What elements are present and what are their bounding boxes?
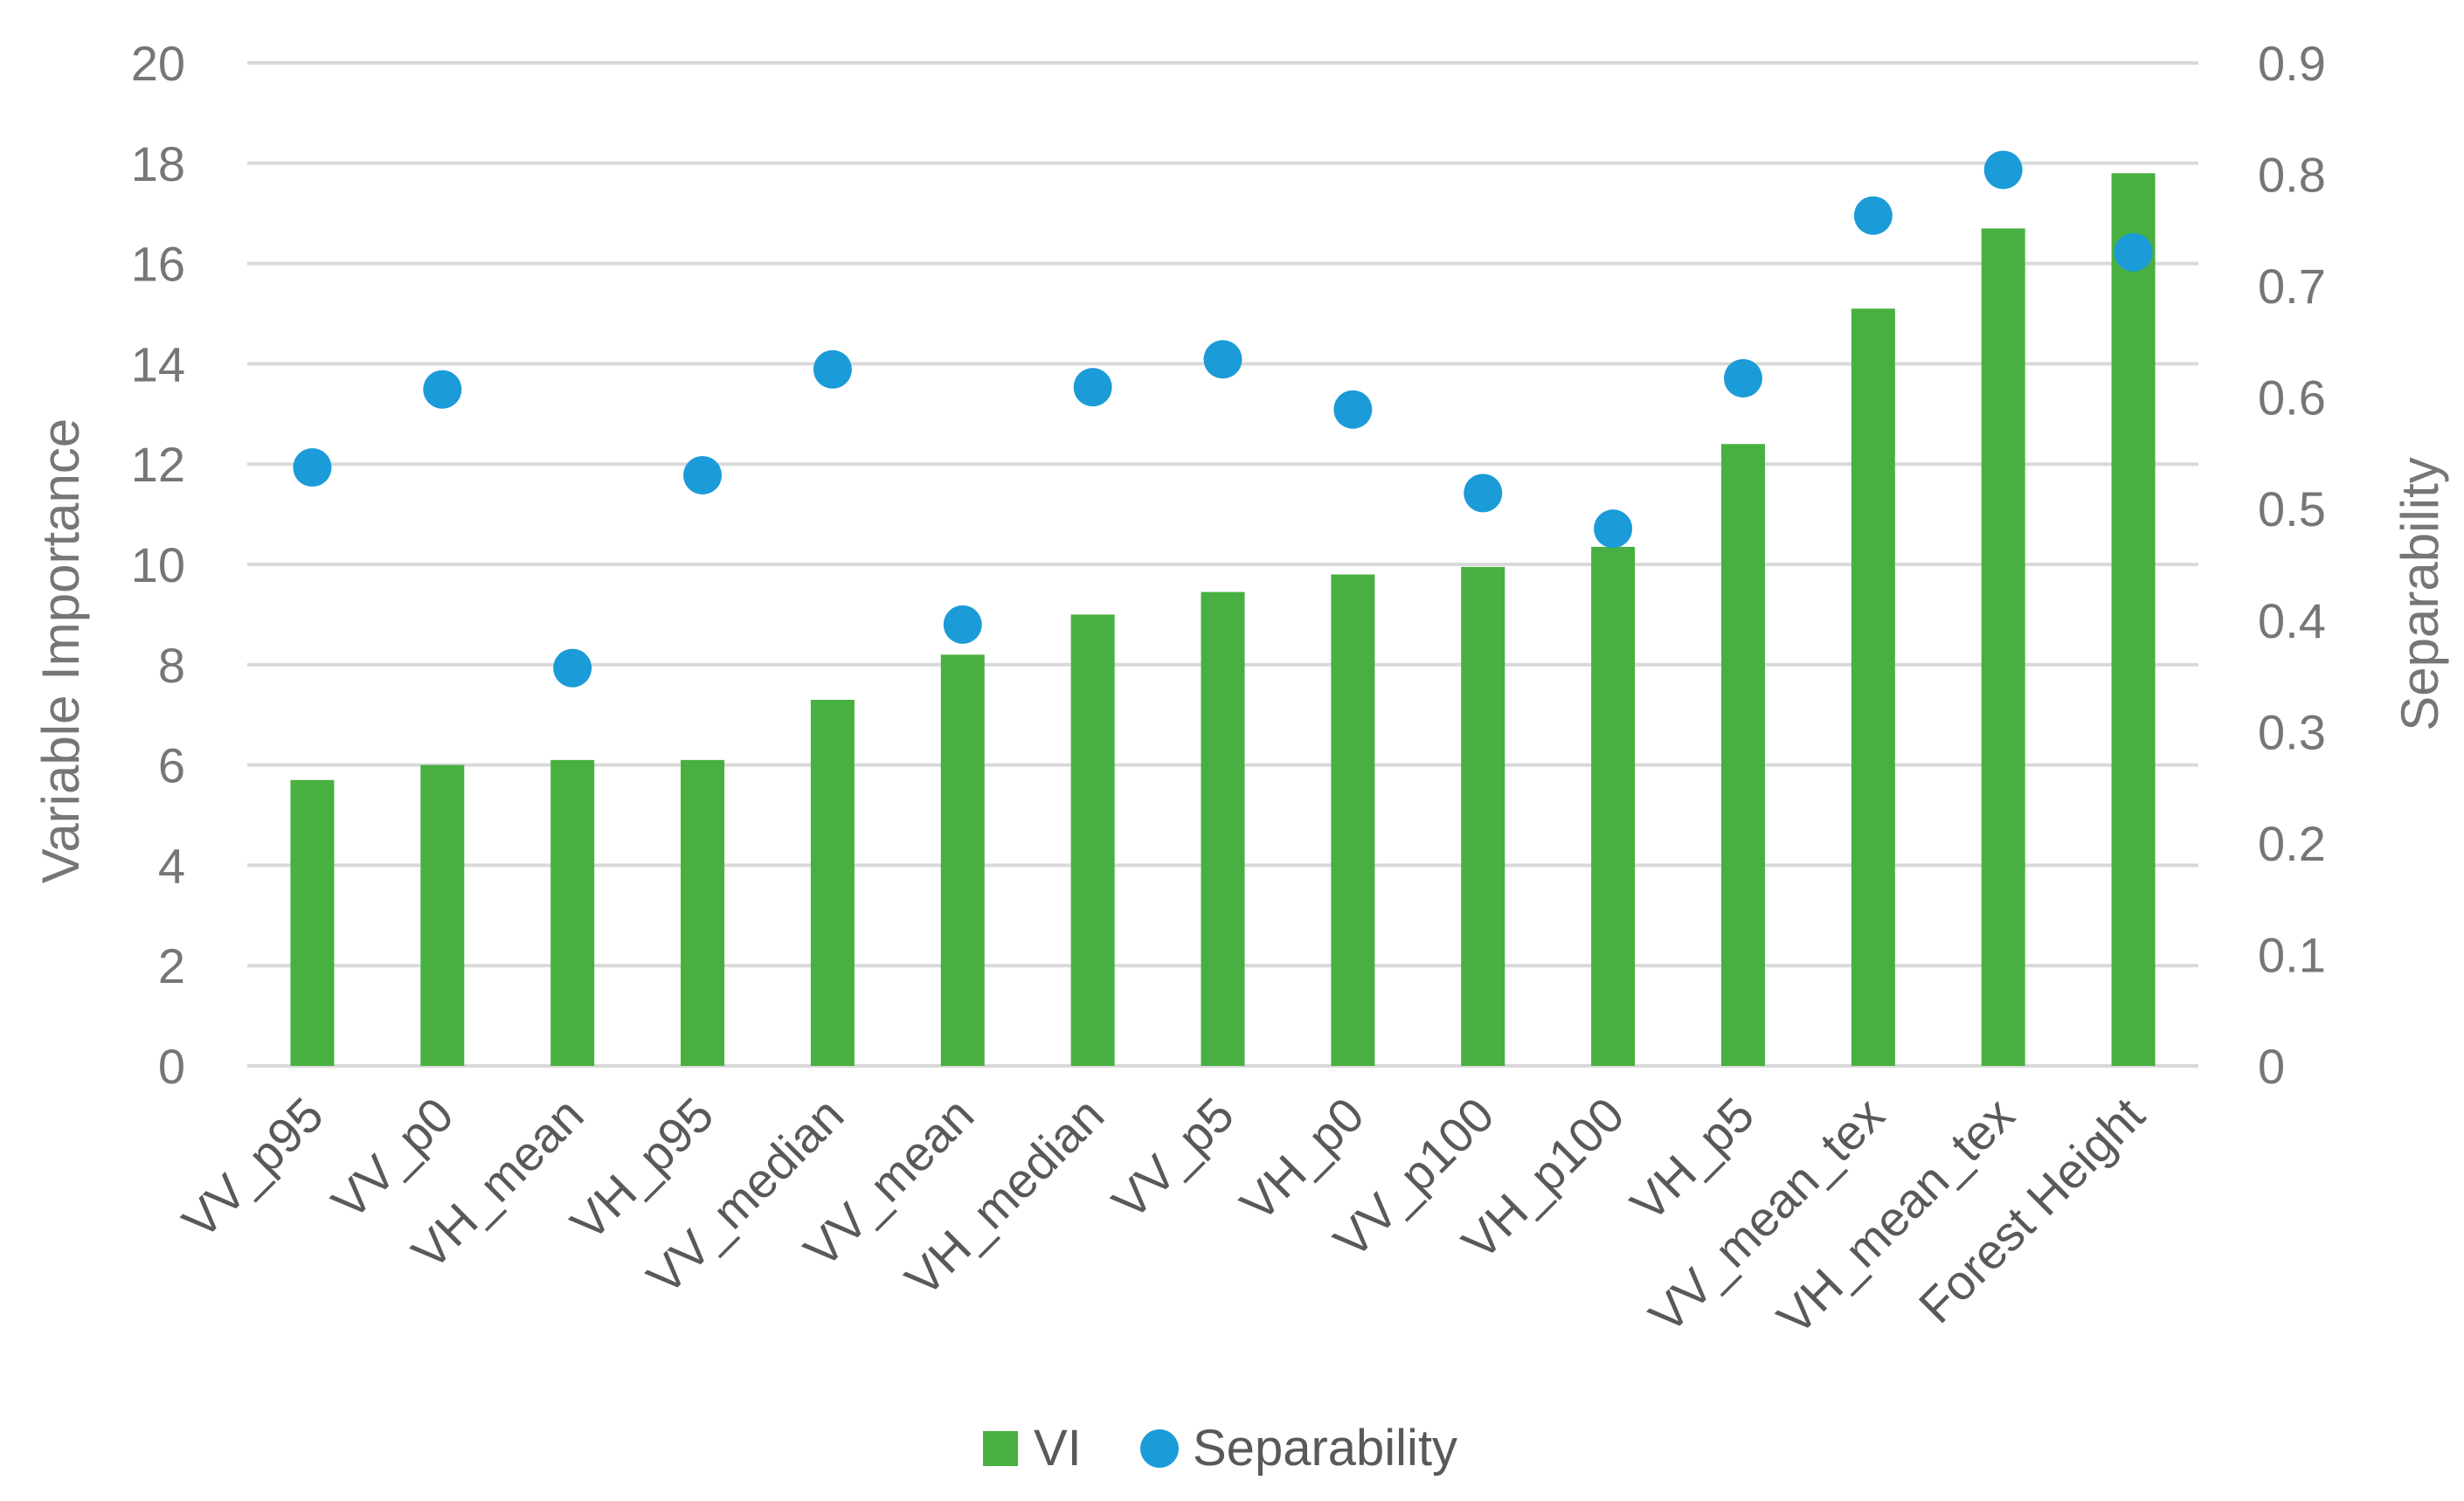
vi-bars	[290, 173, 2156, 1066]
bar-vi	[1331, 574, 1375, 1066]
bar-vi	[681, 759, 725, 1066]
point-separability	[423, 370, 462, 409]
right-axis-title: Separability	[2391, 457, 2449, 731]
point-separability	[293, 448, 332, 488]
point-separability	[553, 648, 592, 688]
left-tick-label: 16	[131, 237, 185, 292]
point-separability	[1073, 368, 1112, 407]
right-tick-label: 0.2	[2258, 816, 2326, 871]
category-labels: VV_p95VV_p0VH_meanVH_p95VV_medianVV_mean…	[171, 1087, 2155, 1345]
left-tick-label: 6	[158, 738, 185, 793]
category-label: VV_mean_tex	[1638, 1087, 1894, 1343]
bar-vi	[550, 759, 595, 1066]
right-tick-label: 0.4	[2258, 593, 2326, 648]
left-tick-label: 10	[131, 537, 185, 592]
point-separability	[1723, 358, 1762, 398]
point-separability	[1594, 509, 1633, 549]
bar-vi	[1461, 566, 1505, 1066]
left-axis-ticks: 0 2 4 6 8 10 12 14 16 18 20	[131, 36, 185, 1094]
left-tick-label: 18	[131, 136, 185, 191]
right-tick-label: 0.3	[2258, 704, 2326, 759]
category-label: VV_p95	[171, 1087, 333, 1249]
legend: VI Separability	[983, 1420, 1457, 1477]
right-tick-label: 0.9	[2258, 36, 2326, 91]
left-tick-label: 4	[158, 838, 185, 893]
left-tick-label: 20	[131, 36, 185, 91]
point-separability	[1203, 340, 1242, 379]
bar-vi	[940, 654, 985, 1066]
right-tick-label: 0.1	[2258, 927, 2326, 982]
left-tick-label: 12	[131, 437, 185, 492]
separability-points	[293, 150, 2153, 688]
legend-separability-marker	[1140, 1429, 1179, 1468]
bar-vi	[1851, 308, 1895, 1066]
left-axis-title: Variable Importance	[31, 418, 90, 884]
point-separability	[1464, 474, 1503, 513]
right-axis-ticks: 0 0.1 0.2 0.3 0.4 0.5 0.6 0.7 0.8 0.9	[2258, 36, 2326, 1094]
bar-vi	[1201, 591, 1245, 1066]
right-tick-label: 0.6	[2258, 370, 2326, 425]
category-label: Forest Height	[1908, 1087, 2156, 1334]
point-separability	[813, 349, 852, 389]
bar-vi	[420, 764, 465, 1066]
point-separability	[1983, 150, 2023, 190]
bar-vi	[1070, 614, 1115, 1066]
bar-vi	[1720, 444, 1765, 1066]
point-separability	[2114, 232, 2153, 272]
bar-vi	[290, 779, 335, 1066]
right-tick-label: 0	[2258, 1039, 2285, 1094]
bar-vi	[1591, 546, 1636, 1066]
right-tick-label: 0.5	[2258, 481, 2326, 536]
point-separability	[1853, 196, 1893, 235]
right-tick-label: 0.7	[2258, 259, 2326, 314]
point-separability	[683, 455, 723, 495]
left-tick-label: 14	[131, 336, 185, 391]
legend-vi-swatch	[983, 1431, 1018, 1466]
point-separability	[943, 605, 982, 644]
point-separability	[1333, 390, 1373, 429]
left-tick-label: 8	[158, 638, 185, 693]
left-tick-label: 2	[158, 938, 185, 993]
legend-vi-label: VI	[1034, 1420, 1082, 1477]
right-tick-label: 0.8	[2258, 148, 2326, 203]
legend-separability-label: Separability	[1193, 1420, 1457, 1477]
bar-vi	[2111, 173, 2156, 1066]
bar-vi	[810, 699, 855, 1066]
category-label: VV_p5	[1102, 1087, 1244, 1229]
left-tick-label: 0	[158, 1039, 185, 1094]
bar-vi	[1981, 228, 2025, 1066]
